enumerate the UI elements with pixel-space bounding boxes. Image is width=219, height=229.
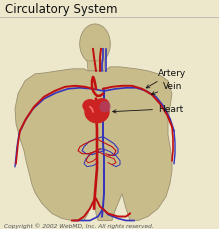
Ellipse shape xyxy=(100,102,110,112)
Polygon shape xyxy=(87,62,105,71)
Polygon shape xyxy=(15,68,172,221)
Text: Heart: Heart xyxy=(113,105,183,114)
Ellipse shape xyxy=(83,100,97,112)
Ellipse shape xyxy=(95,99,109,111)
Text: Circulatory System: Circulatory System xyxy=(5,3,118,16)
Text: Artery: Artery xyxy=(146,69,186,89)
Text: Vein: Vein xyxy=(151,82,182,95)
Polygon shape xyxy=(80,25,110,65)
Text: Copyright © 2002 WebMD, Inc. All rights reserved.: Copyright © 2002 WebMD, Inc. All rights … xyxy=(4,223,154,228)
Ellipse shape xyxy=(85,101,109,123)
